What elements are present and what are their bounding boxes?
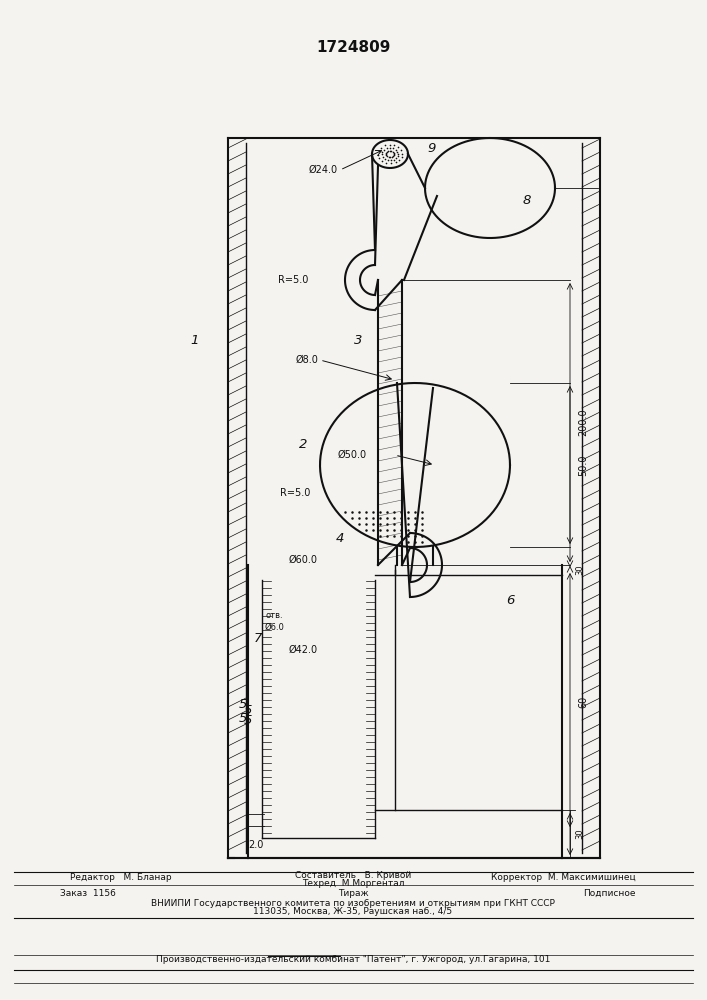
Text: 50.0: 50.0: [578, 454, 588, 476]
Text: Корректор  М. Максимишинец: Корректор М. Максимишинец: [491, 874, 636, 882]
Text: Ø6.0: Ø6.0: [265, 622, 285, 632]
Text: 5: 5: [244, 714, 252, 726]
Text: 8: 8: [522, 194, 531, 207]
Text: 113035, Москва, Ж-35, Раушская наб., 4/5: 113035, Москва, Ж-35, Раушская наб., 4/5: [253, 908, 452, 916]
Text: Составитель   В. Кривой: Составитель В. Кривой: [295, 871, 411, 880]
Text: Заказ  1156: Заказ 1156: [60, 888, 116, 898]
Text: 2: 2: [299, 438, 307, 452]
Text: 3: 3: [354, 334, 362, 347]
Text: 9: 9: [428, 141, 436, 154]
Text: 1724809: 1724809: [316, 39, 390, 54]
Text: Производственно-издательский комбинат "Патент", г. Ужгород, ул.Гагарина, 101: Производственно-издательский комбинат "П…: [156, 956, 550, 964]
Text: Подписное: Подписное: [583, 888, 636, 898]
Text: 200.0: 200.0: [578, 409, 588, 436]
Text: 4: 4: [336, 532, 344, 544]
Text: Ø50.0: Ø50.0: [338, 450, 367, 460]
Text: Редактор   М. Бланар: Редактор М. Бланар: [70, 874, 172, 882]
Text: отв.: отв.: [265, 611, 283, 620]
Text: 6: 6: [506, 593, 514, 606]
Text: R=5.0: R=5.0: [280, 488, 310, 498]
Text: ВНИИПИ Государственного комитета по изобретениям и открытиям при ГКНТ СССР: ВНИИПИ Государственного комитета по изоб…: [151, 898, 555, 908]
Text: 5: 5: [239, 698, 247, 712]
Text: 2.0: 2.0: [248, 840, 264, 850]
Text: Ø8.0: Ø8.0: [295, 355, 318, 365]
Text: 5: 5: [239, 712, 247, 724]
Text: Ø42.0: Ø42.0: [289, 645, 318, 655]
Text: Техред  М.Моргентал: Техред М.Моргентал: [302, 880, 404, 888]
Text: 30: 30: [575, 829, 584, 839]
Text: 30: 30: [575, 565, 584, 575]
Text: Ø60.0: Ø60.0: [289, 555, 318, 565]
Text: 7: 7: [254, 632, 262, 645]
Text: R=5.0: R=5.0: [278, 275, 308, 285]
Text: 5: 5: [244, 704, 252, 716]
Text: Ø24.0: Ø24.0: [309, 165, 338, 175]
Text: 1: 1: [191, 334, 199, 347]
Text: Тираж: Тираж: [338, 888, 368, 898]
Text: 60: 60: [578, 695, 588, 708]
